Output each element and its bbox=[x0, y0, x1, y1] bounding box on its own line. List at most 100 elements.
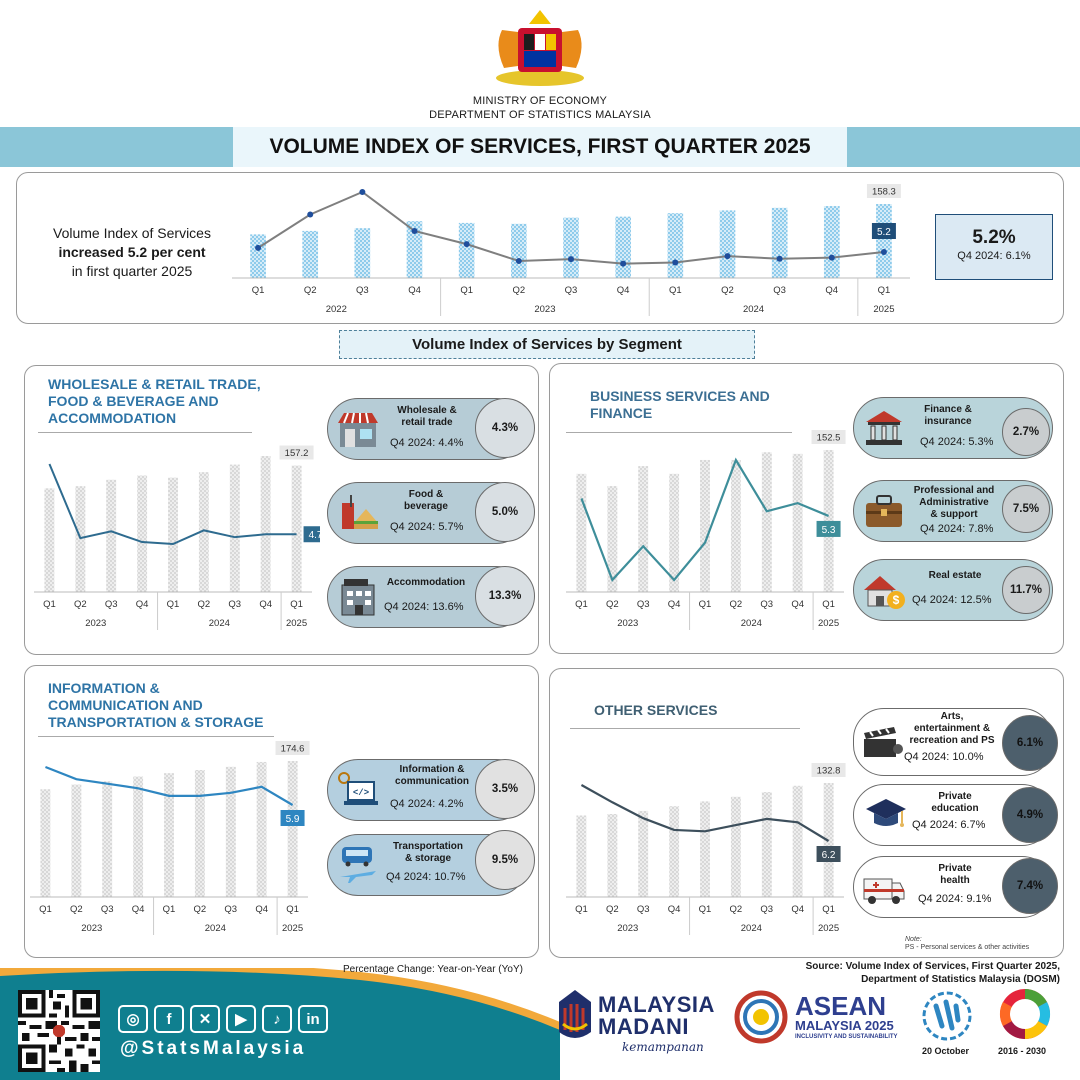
svg-text:</>: </> bbox=[353, 788, 369, 798]
line-value-label-bg bbox=[280, 810, 305, 826]
line-value-label-text: 4.7 bbox=[309, 530, 320, 541]
line-value-label-bg bbox=[303, 526, 320, 543]
bar bbox=[667, 213, 684, 278]
line-value-label-text: 6.2 bbox=[822, 850, 836, 861]
pill-previous: Q4 2024: 10.7% bbox=[386, 871, 466, 883]
source-note: Source: Volume Index of Services, First … bbox=[760, 960, 1060, 986]
pill-previous: Q4 2024: 13.6% bbox=[384, 601, 464, 613]
graduation-cap-icon bbox=[866, 799, 906, 827]
qr-code[interactable] bbox=[18, 990, 100, 1072]
bar bbox=[168, 477, 178, 592]
line-value-label-bg bbox=[871, 223, 896, 239]
chart-ict: Q1 Q2 Q3 Q4 Q1 Q2 Q3 Q4 Q1 2023 2024 2025 174.6 5.9 bbox=[30, 741, 310, 935]
series-line bbox=[48, 463, 297, 546]
pill-value: 5.0% bbox=[475, 482, 535, 542]
bar bbox=[137, 475, 148, 592]
bar bbox=[194, 770, 205, 897]
section-title-other: OTHER SERVICES bbox=[594, 702, 718, 718]
label-line: insurance bbox=[924, 416, 972, 427]
facebook-icon[interactable]: f bbox=[154, 1005, 184, 1033]
series-line bbox=[45, 765, 294, 806]
year-label: 2024 bbox=[741, 923, 762, 934]
section-underline bbox=[38, 736, 274, 737]
line-value-label: 5.2 bbox=[871, 223, 896, 239]
bar bbox=[576, 473, 587, 592]
segment-title: Volume Index of Services by Segment bbox=[339, 330, 755, 359]
tiktok-icon[interactable]: ♪ bbox=[262, 1005, 292, 1033]
bar bbox=[638, 810, 649, 897]
bar bbox=[823, 206, 840, 278]
headline-kpi-value: 5.2% bbox=[972, 227, 1016, 248]
x-tick-label: Q3 bbox=[760, 904, 773, 915]
note-text: PS - Personal services & other activitie… bbox=[905, 944, 1030, 951]
social-handle[interactable]: @StatsMalaysia bbox=[120, 1038, 307, 1059]
film-icon bbox=[864, 727, 903, 757]
x-twitter-icon[interactable]: ✕ bbox=[190, 1005, 220, 1033]
headline-text: Volume Index of Services increased 5.2 p… bbox=[32, 224, 232, 281]
x-tick-label: Q4 bbox=[668, 904, 681, 915]
line-point bbox=[359, 189, 366, 195]
x-tick-label: Q1 bbox=[460, 285, 473, 296]
coat-of-arms-logo bbox=[496, 10, 584, 86]
bar bbox=[700, 801, 710, 897]
pill-previous: Q4 2024: 10.0% bbox=[904, 751, 984, 763]
year-label: 2025 bbox=[286, 618, 307, 629]
bar-value-label-bg bbox=[811, 430, 846, 444]
x-tick-label: Q4 bbox=[791, 599, 804, 610]
bar bbox=[106, 479, 117, 592]
year-label: 2023 bbox=[617, 618, 638, 629]
pill-value: 4.9% bbox=[1002, 787, 1058, 843]
bar-value-label-bg bbox=[275, 741, 310, 755]
x-tick-label: Q1 bbox=[699, 599, 712, 610]
label-line: beverage bbox=[404, 501, 448, 512]
x-tick-label: Q2 bbox=[606, 904, 619, 915]
chart-bsf: Q1 Q2 Q3 Q4 Q1 Q2 Q3 Q4 Q1 2023 2024 2025 152.5 5.3 bbox=[566, 430, 846, 630]
pill-label: Wholesale & retail trade bbox=[386, 405, 468, 429]
asean-line-3: INCLUSIVITY AND SUSTAINABILITY bbox=[795, 1034, 898, 1040]
pill-previous: Q4 2024: 4.2% bbox=[390, 798, 464, 810]
line-value-label: 6.2 bbox=[816, 846, 841, 862]
pill-previous: Q4 2024: 5.7% bbox=[390, 521, 464, 533]
section-title-wrt-2: FOOD & BEVERAGE AND bbox=[48, 393, 219, 409]
x-tick-label: Q2 bbox=[730, 904, 743, 915]
label-line: Professional and bbox=[913, 485, 995, 496]
bar-value-label-bg bbox=[866, 184, 901, 198]
youtube-icon[interactable]: ▶ bbox=[226, 1005, 256, 1033]
line-value-label-bg bbox=[816, 846, 841, 862]
x-tick-label: Q3 bbox=[101, 904, 114, 915]
x-tick-label: Q2 bbox=[721, 285, 734, 296]
linkedin-icon[interactable]: in bbox=[298, 1005, 328, 1033]
label-line: Transportation bbox=[392, 841, 463, 852]
pill-value: 7.5% bbox=[1002, 485, 1050, 533]
label-line: health bbox=[940, 875, 970, 886]
footer-band bbox=[0, 968, 560, 1080]
pill-previous: Q4 2024: 4.4% bbox=[390, 437, 464, 449]
year-label: 2024 bbox=[209, 618, 230, 629]
instagram-icon[interactable]: ◎ bbox=[118, 1005, 148, 1033]
page-title: VOLUME INDEX OF SERVICES, FIRST QUARTER … bbox=[233, 127, 847, 167]
bar bbox=[406, 221, 423, 278]
pill-value: 3.5% bbox=[475, 759, 535, 819]
note-title: Note: bbox=[905, 936, 922, 943]
bar bbox=[256, 761, 267, 897]
bar bbox=[700, 459, 710, 592]
label-line: & storage bbox=[404, 853, 452, 864]
pill-label: Real estate bbox=[928, 570, 982, 581]
line-point bbox=[880, 249, 887, 255]
pill-previous: Q4 2024: 5.3% bbox=[920, 436, 994, 448]
section-title-ict: INFORMATION & COMMUNICATION AND TRANSPOR… bbox=[48, 680, 263, 731]
bar bbox=[291, 465, 302, 592]
chart-other: Q1 Q2 Q3 Q4 Q1 Q2 Q3 Q4 Q1 2023 2024 2025 132.8 6.2 bbox=[566, 763, 846, 935]
line-value-label-bg bbox=[816, 520, 841, 537]
bar bbox=[44, 488, 55, 592]
house-icon: $ bbox=[864, 576, 905, 609]
madani-emblem-logo bbox=[559, 990, 591, 1038]
source-line-1: Source: Volume Index of Services, First … bbox=[805, 961, 1060, 972]
title-band: VOLUME INDEX OF SERVICES, FIRST QUARTER … bbox=[0, 127, 1080, 167]
section-title-bsf-1: BUSINESS SERVICES AND bbox=[590, 388, 770, 404]
madani-line-1: MALAYSIA bbox=[598, 992, 715, 1017]
x-tick-label: Q4 bbox=[132, 904, 145, 915]
transport-icon bbox=[340, 847, 376, 883]
statistics-day-logo bbox=[922, 991, 972, 1041]
x-tick-label: Q3 bbox=[637, 599, 650, 610]
